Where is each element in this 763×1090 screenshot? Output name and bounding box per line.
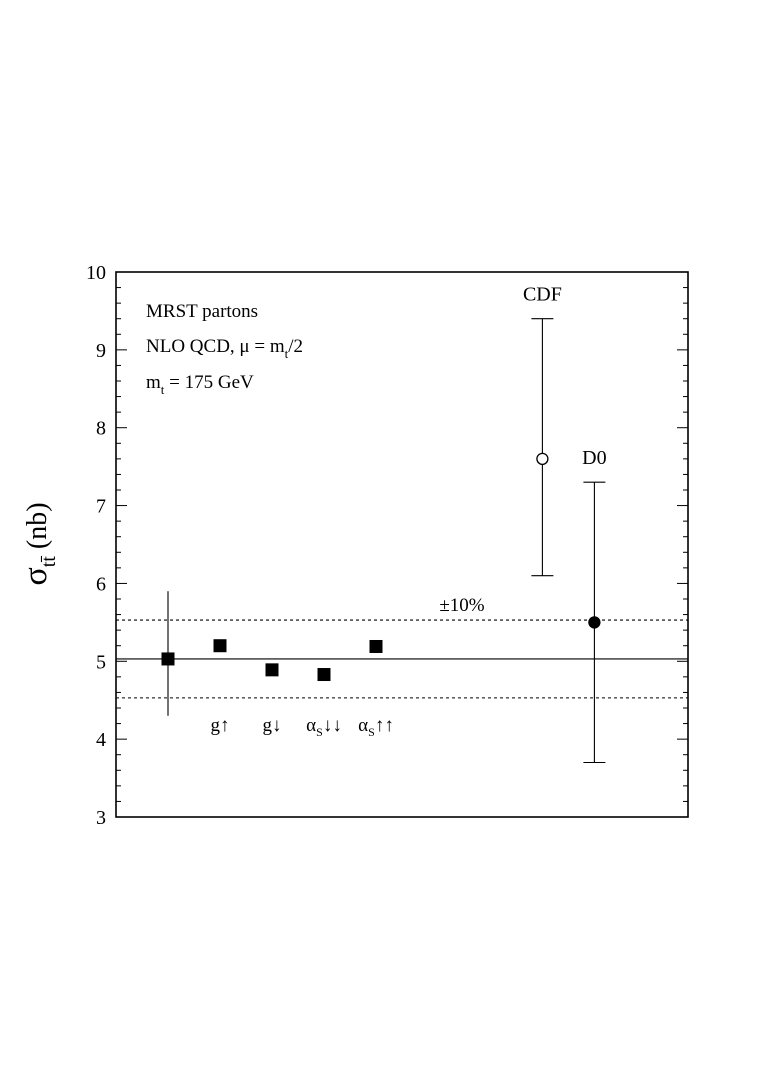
info-line-2-sub: t [285,346,289,361]
theory-label-main: g [263,715,273,736]
theory-label-arrows: ↓ [272,715,282,736]
info-line-2-text: NLO QCD, μ = m [146,336,285,357]
theory-point-4 [317,668,331,682]
theory-label-main: α [306,715,316,736]
theory-point-5 [369,639,383,653]
info-line-3-sub: t [161,382,165,397]
band-label: ±10% [439,595,484,616]
theory-label-arrows: ↑ [220,715,230,736]
y-axis-subscript: tt̄ [38,555,60,567]
theory-point-label: αS↓↓ [306,715,342,739]
theory-label-main: g [211,715,221,736]
theory-point-label: αS↑↑ [358,715,394,739]
theory-label-main: α [358,715,368,736]
info-line-3-post: = 175 GeV [164,372,254,393]
theory-point-label: g↑ [211,715,230,736]
y-tick-label: 6 [96,573,106,595]
info-line-2-post: /2 [288,336,303,357]
info-line-2: NLO QCD, μ = mt/2 [146,336,303,361]
theory-label-arrows: ↑↑ [375,715,394,736]
chart-text: 3 4 5 6 7 8 9 10 σtt̄ (nb) ±10% MRST partons NLO QC… [17,262,607,829]
y-tick-label: 10 [86,262,106,284]
info-line-3: mt = 175 GeV [146,372,254,397]
y-tick-label: 7 [96,496,106,518]
theory-point-2 [213,639,227,653]
info-line-1: MRST partons [146,301,258,322]
theory-label-sub: S [316,725,323,739]
reference-lines [116,619,688,699]
theory-label-arrows: ↓↓ [323,715,342,736]
y-axis-unit: (nb) [22,502,53,556]
y-tick-label: 5 [96,651,106,673]
theory-point-label: g↓ [263,715,282,736]
info-line-3-text: m [146,372,161,393]
y-tick-label: 3 [96,807,106,829]
data-points [161,318,606,764]
experiment-label: D0 [582,447,606,469]
plot-frame [115,271,689,818]
y-axis-symbol: σ [17,567,54,585]
theory-point-1 [161,652,175,666]
experiment-label: CDF [523,284,562,306]
y-axis-label: σtt̄ (nb) [17,502,60,585]
theory-label-sub: S [368,725,375,739]
experiment-point-d0 [588,616,601,629]
experiment-point-cdf [536,452,549,466]
theory-point-3 [265,663,279,677]
y-tick-label: 4 [96,729,106,751]
y-tick-label: 8 [96,418,106,440]
y-tick-label: 9 [96,340,106,362]
axes [115,271,689,818]
